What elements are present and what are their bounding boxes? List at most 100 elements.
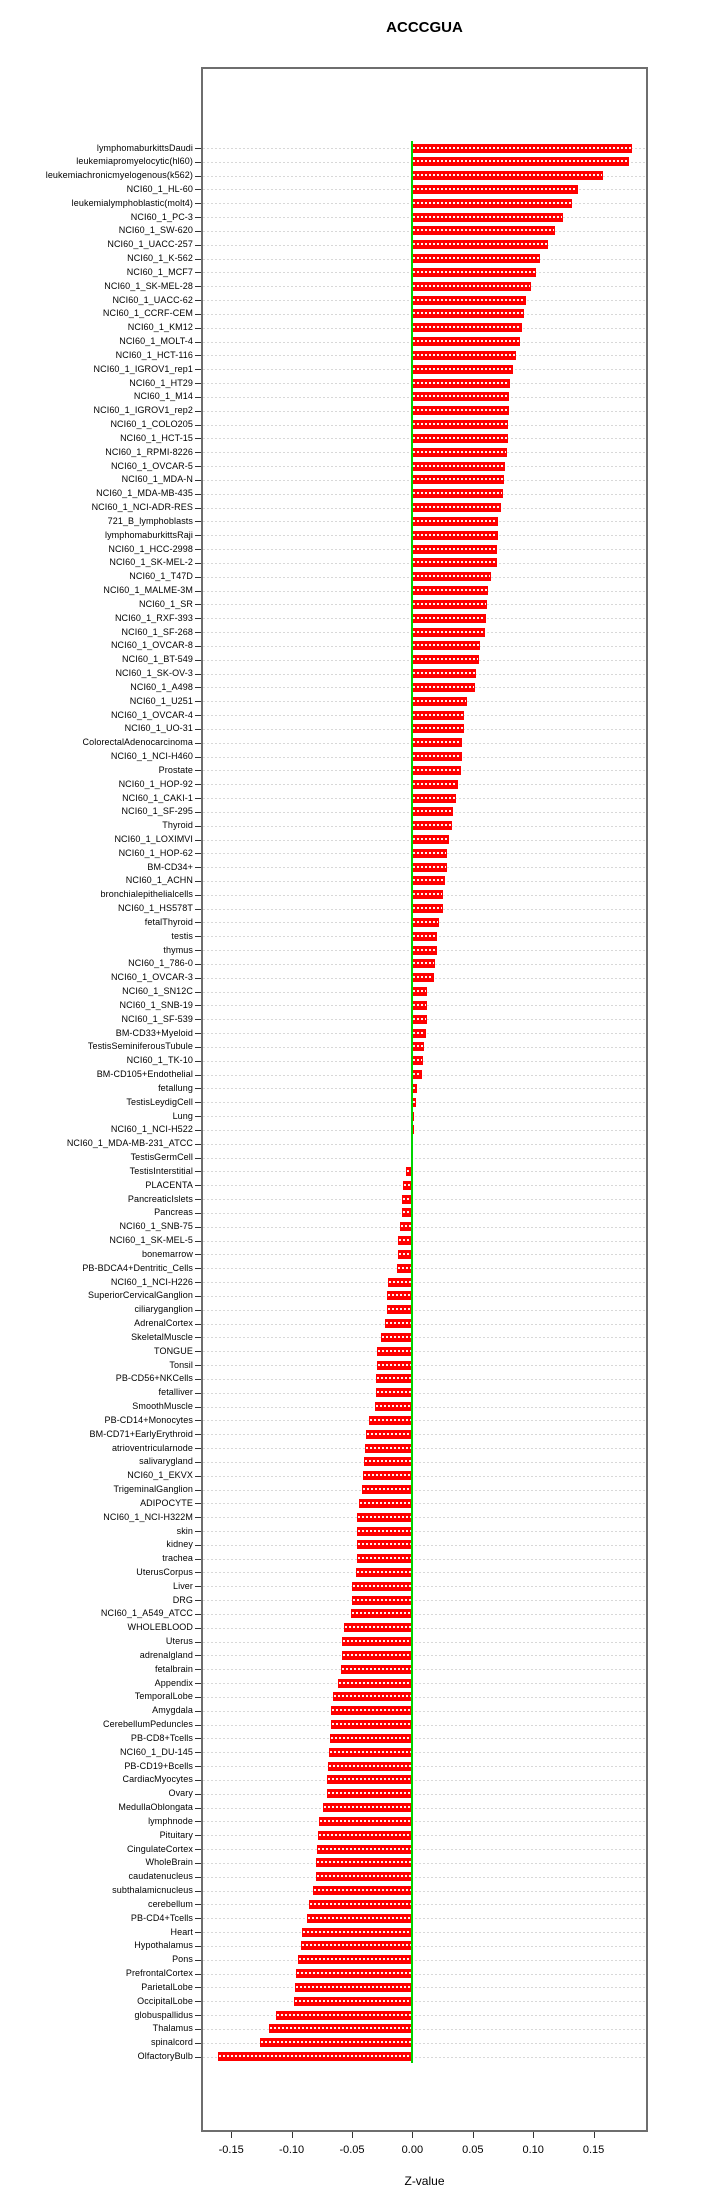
y-axis-tick [195, 1406, 201, 1408]
bar [412, 364, 513, 374]
category-label: TestisInterstitial [129, 1165, 193, 1176]
bar [412, 959, 436, 969]
bar-dash-pattern [369, 1418, 412, 1421]
y-axis-tick [195, 604, 201, 606]
bar-dash-pattern [413, 243, 547, 246]
bar-dash-pattern [413, 187, 577, 190]
y-axis-tick [195, 1282, 201, 1284]
x-axis-tick [412, 2132, 414, 2138]
category-label: SmoothMuscle [132, 1401, 193, 1412]
y-axis-tick [195, 977, 201, 979]
bar [377, 1360, 413, 1370]
y-axis-tick [195, 728, 201, 730]
row-gridline [203, 1351, 646, 1353]
x-tick-label: -0.10 [279, 2144, 305, 2156]
y-axis-tick [195, 410, 201, 412]
bar-dash-pattern [413, 893, 442, 896]
row-gridline [203, 1365, 646, 1367]
bar-dash-pattern [413, 464, 505, 467]
bar-dash-pattern [413, 1086, 417, 1089]
bar-dash-pattern [343, 1653, 412, 1656]
bar-dash-pattern [413, 644, 480, 647]
row-gridline [203, 1890, 646, 1892]
category-label: NCI60_1_SR [138, 598, 193, 609]
bar-dash-pattern [413, 367, 512, 370]
bar [412, 461, 506, 471]
row-gridline [203, 1904, 646, 1906]
category-label: WHOLEBLOOD [127, 1622, 193, 1633]
bar-dash-pattern [320, 1819, 412, 1822]
y-axis-tick [195, 272, 201, 274]
y-axis-tick [195, 1558, 201, 1560]
bar [315, 1872, 413, 1882]
bar [356, 1526, 413, 1536]
y-axis-tick [195, 369, 201, 371]
bar-dash-pattern [413, 851, 447, 854]
x-tick-label: -0.05 [339, 2144, 365, 2156]
category-label: TONGUE [154, 1345, 193, 1356]
bar [319, 1816, 413, 1826]
bar-dash-pattern [413, 423, 507, 426]
category-label: caudatenucleus [128, 1871, 193, 1882]
bar [412, 917, 439, 927]
bar-dash-pattern [413, 1031, 425, 1034]
category-label: TestisLeydigCell [126, 1096, 193, 1107]
bar-dash-pattern [407, 1169, 412, 1172]
y-axis-tick [195, 1821, 201, 1823]
category-label: NCI60_1_786-0 [128, 958, 193, 969]
category-label: CardiacMyocytes [122, 1774, 193, 1785]
category-label: leukemiachronicmyelogenous(k562) [45, 170, 193, 181]
bar [401, 1194, 413, 1204]
bar-dash-pattern [413, 838, 448, 840]
row-gridline [203, 1060, 646, 1062]
y-axis-tick [195, 1268, 201, 1270]
y-axis-tick [195, 894, 201, 896]
category-label: NCI60_1_U251 [129, 695, 193, 706]
bar-dash-pattern [413, 146, 632, 149]
bar-dash-pattern [362, 1488, 412, 1490]
bar-dash-pattern [413, 768, 460, 771]
bar [412, 904, 443, 914]
y-axis-tick [195, 1448, 201, 1450]
y-axis-tick [195, 2001, 201, 2003]
bar [400, 1222, 413, 1232]
bar [365, 1443, 413, 1453]
row-gridline [203, 1821, 646, 1823]
row-gridline [203, 1627, 646, 1629]
y-axis-tick [195, 355, 201, 357]
y-axis-tick [195, 659, 201, 661]
row-gridline [203, 1240, 646, 1242]
bar [331, 1706, 413, 1716]
y-axis-tick [195, 175, 201, 177]
row-gridline [203, 1503, 646, 1505]
category-label: NCI60_1_HCC-2998 [108, 543, 193, 554]
y-axis-tick [195, 1323, 201, 1325]
bar [260, 2038, 413, 2048]
y-axis-tick [195, 230, 201, 232]
row-gridline [203, 1268, 646, 1270]
y-axis-tick [195, 1503, 201, 1505]
y-axis-tick [195, 493, 201, 495]
category-label: Pons [172, 1954, 193, 1965]
y-axis-tick [195, 1351, 201, 1353]
bar-dash-pattern [357, 1529, 412, 1532]
bar-dash-pattern [385, 1322, 412, 1325]
bar [412, 779, 459, 789]
bar-dash-pattern [413, 948, 436, 951]
bar [412, 157, 629, 167]
bar [316, 1844, 413, 1854]
category-label: TemporalLobe [134, 1691, 193, 1702]
bar [297, 1955, 413, 1965]
y-axis-tick [195, 1793, 201, 1795]
bar-dash-pattern [397, 1266, 412, 1269]
row-gridline [203, 1143, 646, 1145]
bar [412, 530, 499, 540]
row-gridline [203, 1475, 646, 1477]
category-label: kidney [166, 1539, 193, 1550]
category-label: SkeletalMuscle [131, 1331, 193, 1342]
category-label: NCI60_1_SF-295 [121, 806, 193, 817]
bar [412, 1000, 427, 1010]
category-label: NCI60_1_IGROV1_rep2 [93, 405, 193, 416]
row-gridline [203, 1337, 646, 1339]
bar [412, 295, 526, 305]
